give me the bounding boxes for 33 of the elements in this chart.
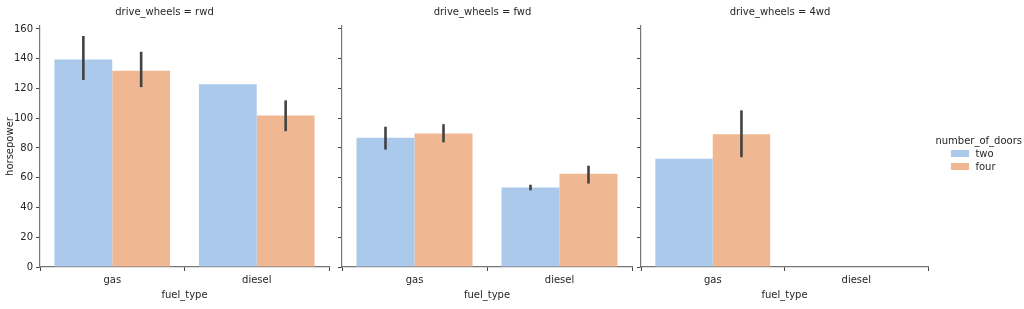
y-tick-label: 100	[13, 111, 33, 123]
bar	[112, 70, 171, 267]
chart-title: drive_wheels = fwd	[433, 5, 532, 18]
y-tick-label: 140	[13, 52, 33, 64]
legend-label: four	[975, 160, 996, 173]
x-axis-title: fuel_type	[463, 288, 511, 301]
bar	[198, 84, 257, 267]
bar	[414, 133, 473, 267]
y-tick-label: 60	[20, 171, 33, 183]
y-axis-title: horsepower	[3, 116, 15, 176]
y-tick-label: 20	[20, 230, 33, 242]
legend-label: two	[975, 147, 994, 160]
y-tick-label: 80	[20, 141, 33, 153]
y-tick-label: 40	[20, 201, 33, 213]
x-tick-label: diesel	[841, 273, 871, 285]
x-tick-label: gas	[103, 273, 122, 285]
bar	[559, 173, 618, 267]
x-axis-title: fuel_type	[161, 288, 208, 301]
legend-title: number_of_doors	[935, 134, 1022, 147]
x-tick-label: gas	[405, 273, 424, 285]
x-axis-title: fuel_type	[761, 288, 808, 301]
x-tick-label: gas	[703, 273, 722, 285]
y-tick-label: 0	[26, 260, 33, 272]
bar	[54, 59, 113, 267]
x-tick-label: diesel	[242, 273, 272, 285]
bar	[356, 137, 415, 267]
x-tick-label: diesel	[544, 273, 575, 285]
y-tick-label: 160	[13, 22, 33, 34]
bar	[256, 115, 315, 267]
chart-title: drive_wheels = rwd	[115, 5, 214, 18]
chart-title: drive_wheels = 4wd	[729, 5, 831, 18]
bar	[501, 187, 560, 267]
y-tick-label: 120	[13, 82, 33, 94]
